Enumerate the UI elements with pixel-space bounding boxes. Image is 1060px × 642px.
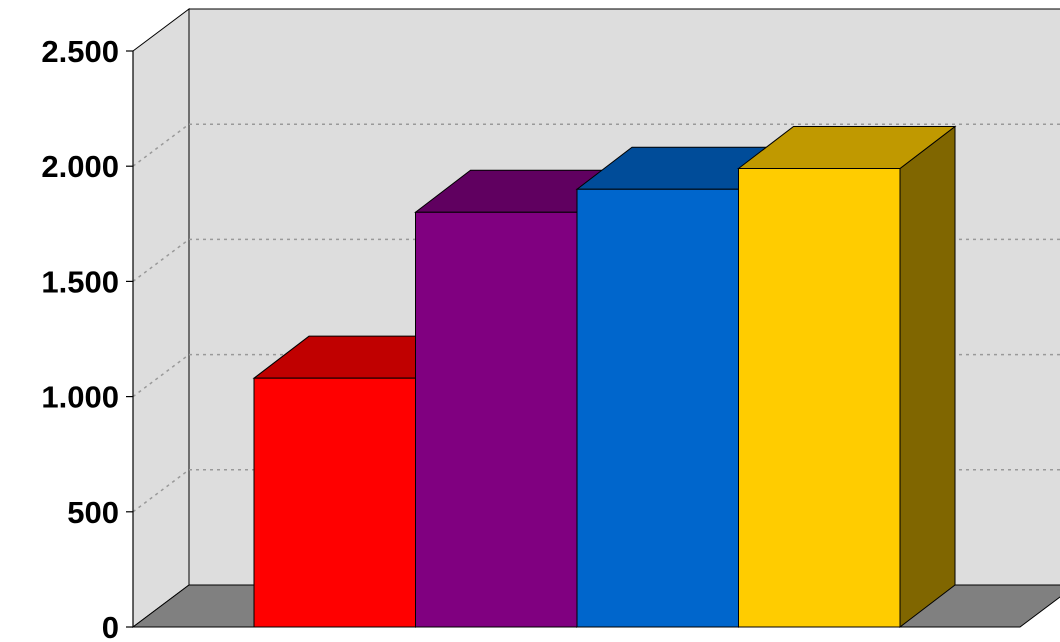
y-tick-label: 1.000	[41, 380, 119, 415]
side-wall	[132, 8, 190, 628]
y-tick-label: 0	[102, 610, 119, 642]
gridline-side	[132, 123, 190, 167]
gridlines	[132, 123, 1060, 513]
gridline-side	[132, 469, 190, 513]
y-tick-label: 2.500	[41, 34, 119, 69]
y-tick-labels: 0 500 1.000 1.500 2.000 2.500	[41, 34, 119, 642]
y-tick-label: 2.000	[41, 149, 119, 184]
y-tick-label: 500	[67, 495, 119, 530]
bars	[252, 125, 957, 629]
bar-front	[415, 211, 578, 628]
bar-side	[899, 125, 956, 629]
y-tick-label: 1.500	[41, 264, 119, 299]
y-axis	[126, 50, 134, 628]
gridline-side	[132, 354, 190, 398]
bar-front	[253, 377, 416, 628]
bar-front	[576, 188, 739, 628]
bar	[737, 125, 957, 629]
bar-front	[738, 168, 901, 628]
gridline-side	[132, 238, 190, 282]
